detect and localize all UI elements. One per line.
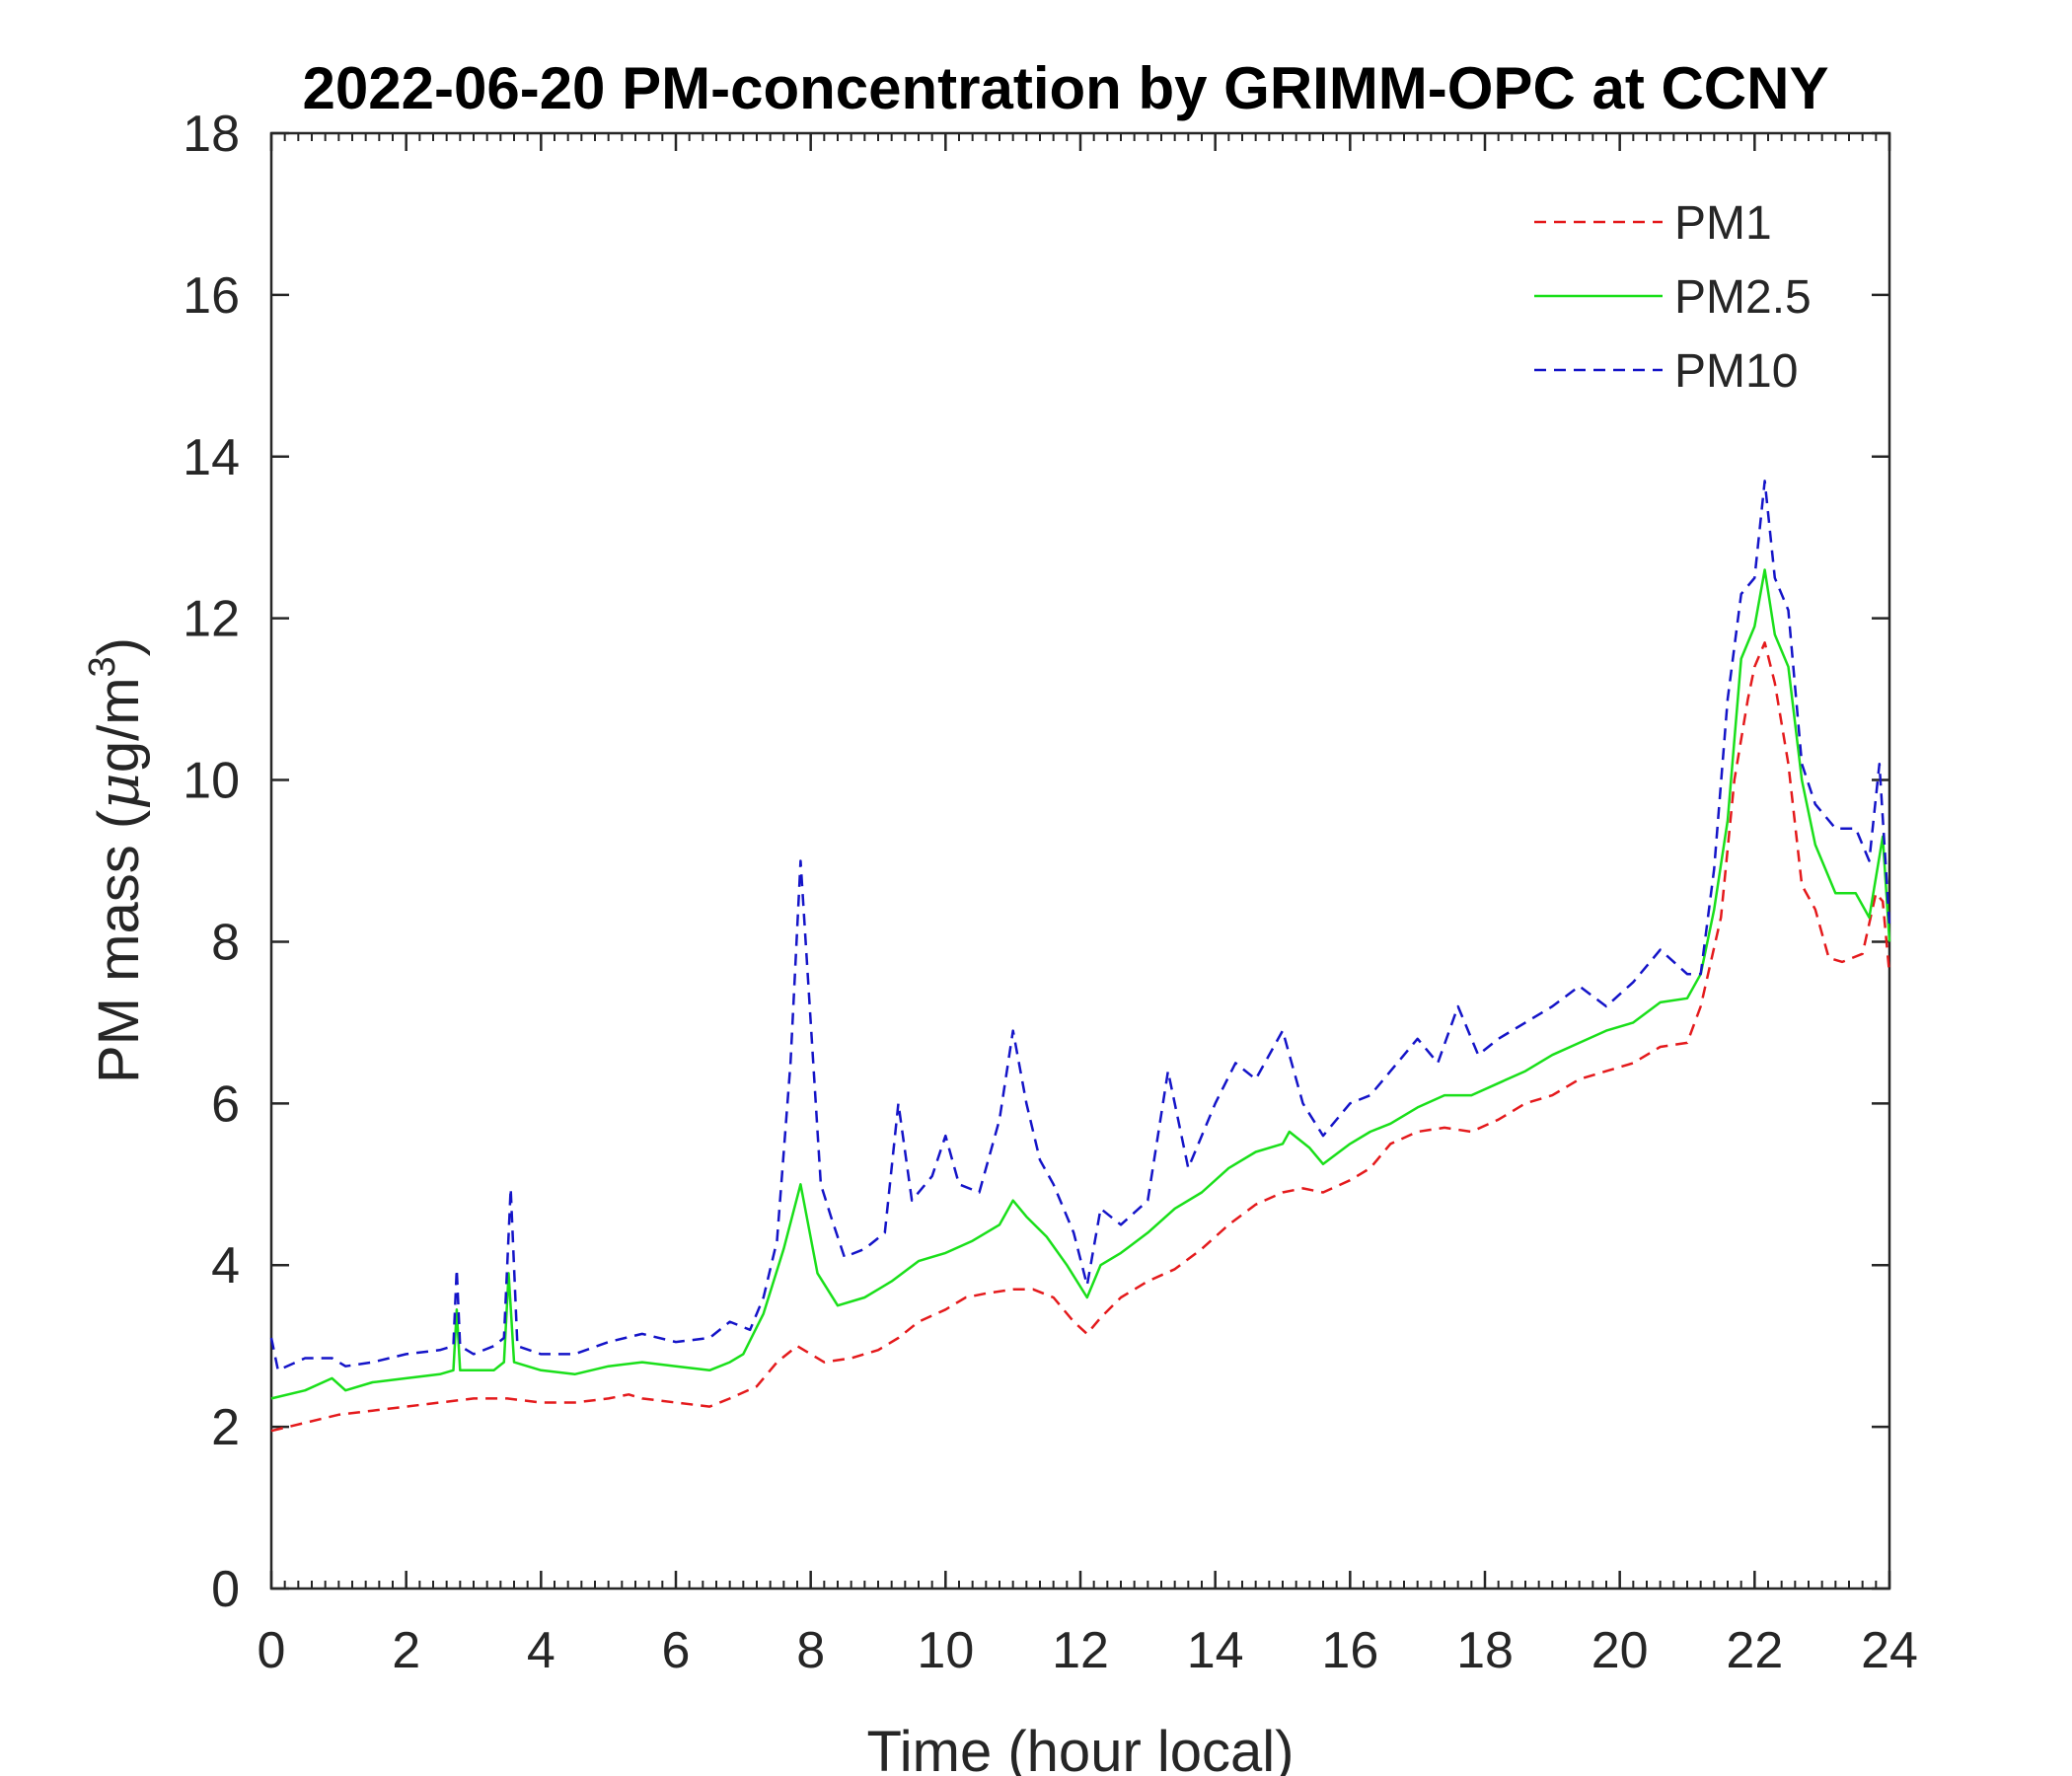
plot-area [269, 131, 1891, 1591]
x-tick-label: 6 [662, 1622, 691, 1679]
y-tick-label: 2 [211, 1399, 240, 1456]
y-tick-label: 12 [183, 591, 240, 648]
y-axis-title: PM mass (μg/m3) [82, 637, 152, 1083]
y-tick-label: 4 [211, 1237, 240, 1295]
legend-label: PM2.5 [1674, 271, 1812, 324]
x-tick-label: 24 [1861, 1622, 1918, 1679]
series-lines [269, 480, 1891, 1433]
y-tick-label: 10 [183, 753, 240, 810]
y-tick-label: 16 [183, 267, 240, 325]
chart-title: 2022-06-20 PM-concentration by GRIMM-OPC… [303, 55, 1829, 121]
y-axis-title-main: PM mass ( [87, 810, 151, 1083]
series-line-pm1 [270, 641, 1891, 1433]
y-tick-label: 8 [211, 914, 240, 971]
x-tick-label: 10 [917, 1622, 974, 1679]
x-tick-label: 20 [1591, 1622, 1649, 1679]
x-tick-label: 22 [1726, 1622, 1783, 1679]
x-tick-labels: 0 2 4 6 8 10 12 14 16 18 20 22 24 [258, 1622, 1918, 1679]
legend: PM1 PM2.5 PM10 [1534, 197, 1812, 398]
legend-label: PM1 [1674, 197, 1772, 250]
y-axis-title-close: ) [87, 637, 151, 656]
x-tick-label: 16 [1321, 1622, 1378, 1679]
x-tick-label: 8 [796, 1622, 825, 1679]
series-line-pm2-5 [270, 568, 1891, 1400]
y-tick-label: 6 [211, 1075, 240, 1133]
x-tick-label: 4 [527, 1622, 555, 1679]
y-axis-title-mu: μ [85, 773, 152, 810]
y-tick-labels: 0 2 4 6 8 10 12 14 16 18 [183, 106, 240, 1618]
y-axis-title-sup: 3 [82, 656, 123, 677]
y-axis-title-unit: g/m [87, 677, 151, 773]
x-tick-label: 2 [392, 1622, 420, 1679]
x-axis-title: Time (hour local) [867, 1720, 1295, 1776]
legend-label: PM10 [1674, 345, 1798, 398]
x-tick-label: 0 [258, 1622, 286, 1679]
x-tick-label: 18 [1456, 1622, 1514, 1679]
x-tick-label: 12 [1052, 1622, 1109, 1679]
y-tick-label: 14 [183, 429, 240, 486]
major-ticks [269, 131, 1891, 1591]
y-tick-label: 18 [183, 106, 240, 163]
y-tick-label: 0 [211, 1561, 240, 1618]
x-tick-label: 14 [1187, 1622, 1244, 1679]
